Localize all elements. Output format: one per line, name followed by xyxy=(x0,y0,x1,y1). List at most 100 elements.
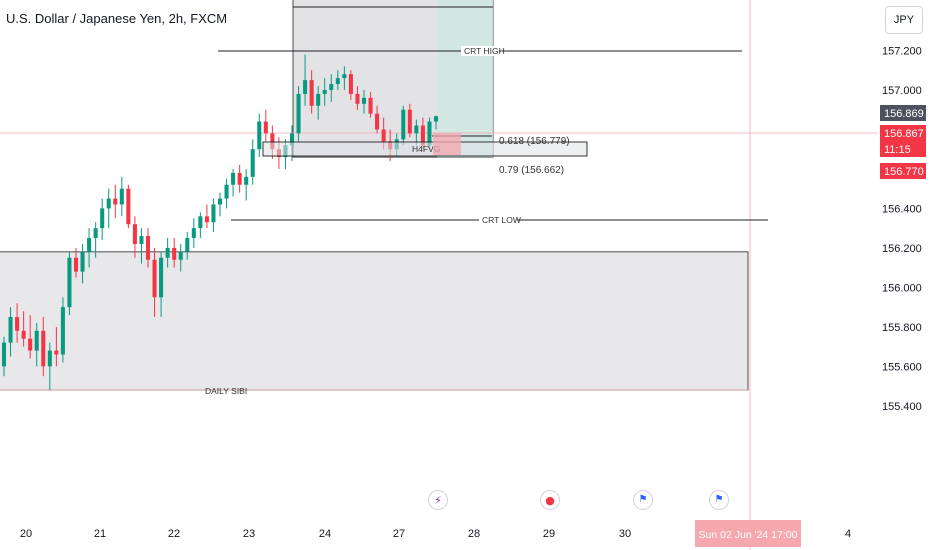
candle xyxy=(414,119,419,146)
price-badge-label: 11:15 xyxy=(884,144,911,156)
candle xyxy=(165,238,170,268)
projection-box xyxy=(433,133,461,155)
price-badge-label: 156.869 xyxy=(884,108,924,120)
lightning-event-icon[interactable]: ⚡ xyxy=(428,490,448,510)
candle xyxy=(73,247,79,278)
candle xyxy=(28,315,33,359)
candle xyxy=(335,70,340,90)
candle xyxy=(368,91,373,118)
candle-body xyxy=(316,93,321,106)
candle xyxy=(15,303,20,343)
candle-body xyxy=(67,257,72,308)
candle-body xyxy=(21,330,26,339)
candle xyxy=(348,70,353,100)
candle xyxy=(152,247,157,317)
price-tick-label: 157.200 xyxy=(882,46,922,58)
candle-body xyxy=(28,338,33,351)
time-tick-label: 4 xyxy=(845,528,851,540)
price-badge xyxy=(880,105,926,121)
candle-body xyxy=(198,216,203,229)
candle-body xyxy=(139,236,144,244)
time-tick-label: 30 xyxy=(619,528,631,540)
candle xyxy=(237,164,242,193)
us-flag-event-icon[interactable]: ⚑ xyxy=(709,490,729,510)
time-tick-label: 22 xyxy=(168,528,180,540)
candle xyxy=(198,212,203,239)
candle xyxy=(263,109,268,142)
candle-body xyxy=(329,84,334,90)
candle-body xyxy=(41,330,46,367)
price-tick-label: 157.000 xyxy=(882,85,922,97)
candle-body xyxy=(145,236,151,260)
candle-body xyxy=(132,224,137,244)
candle xyxy=(126,184,131,229)
record-event-icon[interactable]: ● xyxy=(540,490,560,510)
candle xyxy=(87,228,92,268)
candle xyxy=(100,198,105,241)
currency-button[interactable]: JPY xyxy=(885,6,923,34)
candle xyxy=(329,74,334,102)
candle xyxy=(47,342,52,391)
fvg-box xyxy=(262,141,588,157)
candle-body xyxy=(34,330,39,351)
crt-low-label-bg xyxy=(479,215,517,225)
candle-body xyxy=(47,350,52,367)
candle xyxy=(60,297,65,363)
candle-body xyxy=(73,257,79,272)
candle xyxy=(191,218,196,248)
time-crosshair-badge xyxy=(695,520,801,547)
candle-body xyxy=(178,251,183,260)
candle xyxy=(178,243,183,272)
sibi-label: DAILY SIBI xyxy=(205,386,247,396)
candle xyxy=(231,168,236,197)
candle-body xyxy=(237,172,242,185)
candle xyxy=(224,178,229,209)
candle-body xyxy=(401,109,406,140)
candle xyxy=(119,176,124,217)
candle xyxy=(244,168,249,201)
price-tick-label: 155.800 xyxy=(882,322,922,334)
candle-body xyxy=(257,121,262,150)
candle-body xyxy=(8,316,13,343)
price-badge xyxy=(880,141,926,157)
price-badge xyxy=(880,163,926,179)
candle xyxy=(407,103,412,138)
candle xyxy=(34,322,39,367)
candle-body xyxy=(375,113,380,130)
candle-body xyxy=(368,97,373,114)
candle xyxy=(257,113,262,158)
candle-body xyxy=(335,78,340,85)
candle xyxy=(401,105,406,146)
candle-body xyxy=(113,198,118,205)
crt-low-label: CRT LOW xyxy=(482,215,521,225)
candle xyxy=(342,66,347,90)
us-flag-event-icon[interactable]: ⚑ xyxy=(633,490,653,510)
candle-body xyxy=(303,80,308,94)
candle xyxy=(139,228,144,264)
candle-body xyxy=(152,259,157,298)
candle-body xyxy=(54,350,59,355)
fvg-label: H4FVG xyxy=(412,144,440,154)
time-crosshair-label: Sun 02 Jun '24 17:00 xyxy=(699,529,798,541)
candle xyxy=(375,105,380,134)
candle xyxy=(211,198,216,233)
candle xyxy=(145,228,151,268)
candle xyxy=(303,54,308,106)
candle-body xyxy=(106,198,111,209)
crt-high-label: CRT HIGH xyxy=(464,46,505,56)
price-badge-label: 156.770 xyxy=(884,166,924,178)
candle-body xyxy=(165,247,170,258)
candle-body xyxy=(407,109,412,134)
candle-body xyxy=(204,216,209,223)
candle xyxy=(41,316,46,377)
sibi-zone xyxy=(0,251,749,391)
candle xyxy=(250,139,255,185)
candle xyxy=(159,251,164,317)
fib-79-label: 0.79 (156.662) xyxy=(499,165,564,176)
time-tick-label: 21 xyxy=(94,528,106,540)
candle-body xyxy=(87,238,92,252)
candle xyxy=(361,89,367,114)
symbol-title[interactable]: U.S. Dollar / Japanese Yen, 2h, FXCM xyxy=(6,11,228,26)
